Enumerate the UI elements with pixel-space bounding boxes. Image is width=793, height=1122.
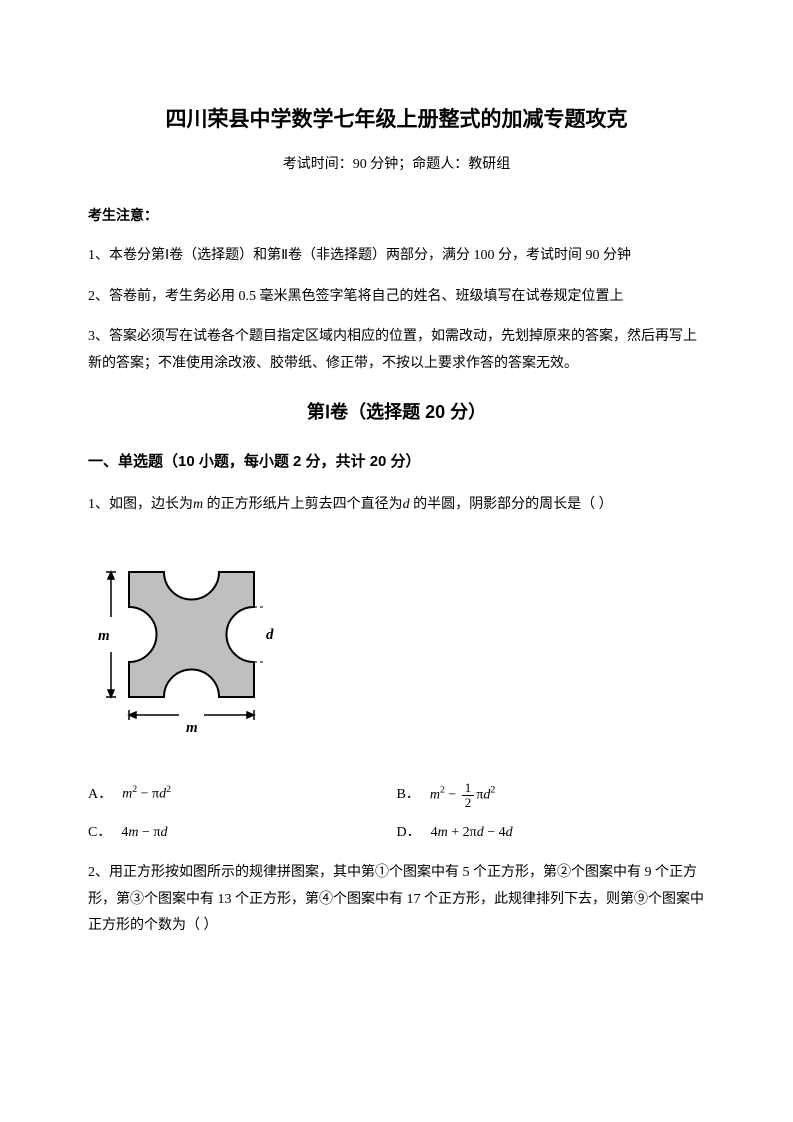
page-title: 四川荣县中学数学七年级上册整式的加减专题攻克 [88,100,705,140]
q1-option-b-label: B． [397,782,420,809]
figure-shape [129,572,254,697]
notice-line-3: 3、答案必须写在试卷各个题目指定区域内相应的位置，如需改动，先划掉原来的答案，然… [88,324,705,377]
page-subtitle: 考试时间：90 分钟；命题人：教研组 [88,152,705,179]
q1-option-b-expr: m2 − 12πd2 [430,781,495,809]
q1-var-d: d [403,497,410,512]
question-1-stem: 1、如图，边长为m 的正方形纸片上剪去四个直径为d 的半圆，阴影部分的周长是（ … [88,492,705,519]
q1-option-d-expr: 4m + 2πd − 4d [431,820,513,847]
q1-options-row-1: A． m2 − πd2 B． m2 − 12πd2 [88,781,705,809]
figure-label-m-left: m [98,628,110,644]
q1-var-m: m [193,497,203,512]
q1-option-a-label: A． [88,782,112,809]
section-1-subheading: 一、单选题（10 小题，每小题 2 分，共计 20 分） [88,448,705,477]
question-2-stem: 2、用正方形按如图所示的规律拼图案，其中第①个图案中有 5 个正方形，第②个图案… [88,860,705,940]
q1-stem-suffix: 的半圆，阴影部分的周长是（ ） [410,497,613,512]
notice-line-2: 2、答卷前，考生务必用 0.5 毫米黑色签字笔将自己的姓名、班级填写在试卷规定位… [88,284,705,311]
figure-label-d: d [266,627,274,643]
q1-stem-mid: 的正方形纸片上剪去四个直径为 [203,497,403,512]
notice-heading: 考生注意： [88,202,705,229]
notice-line-1: 1、本卷分第Ⅰ卷（选择题）和第Ⅱ卷（非选择题）两部分，满分 100 分，考试时间… [88,243,705,270]
q1-option-c: C． 4m − πd [88,820,397,847]
q1-option-b: B． m2 − 12πd2 [397,781,706,809]
question-1-figure: m m d [94,547,705,748]
figure-label-m-bottom: m [186,720,198,736]
q1-options-row-2: C． 4m − πd D． 4m + 2πd − 4d [88,820,705,847]
q1-option-c-expr: 4m − πd [121,820,167,847]
q1-option-a: A． m2 − πd2 [88,781,397,808]
q1-option-d: D． 4m + 2πd − 4d [397,820,706,847]
q1-stem-prefix: 1、如图，边长为 [88,497,193,512]
q1-option-a-expr: m2 − πd2 [122,781,171,808]
q1-option-d-label: D． [397,820,421,847]
section-1-heading: 第Ⅰ卷（选择题 20 分） [88,395,705,429]
q1-option-c-label: C． [88,820,111,847]
